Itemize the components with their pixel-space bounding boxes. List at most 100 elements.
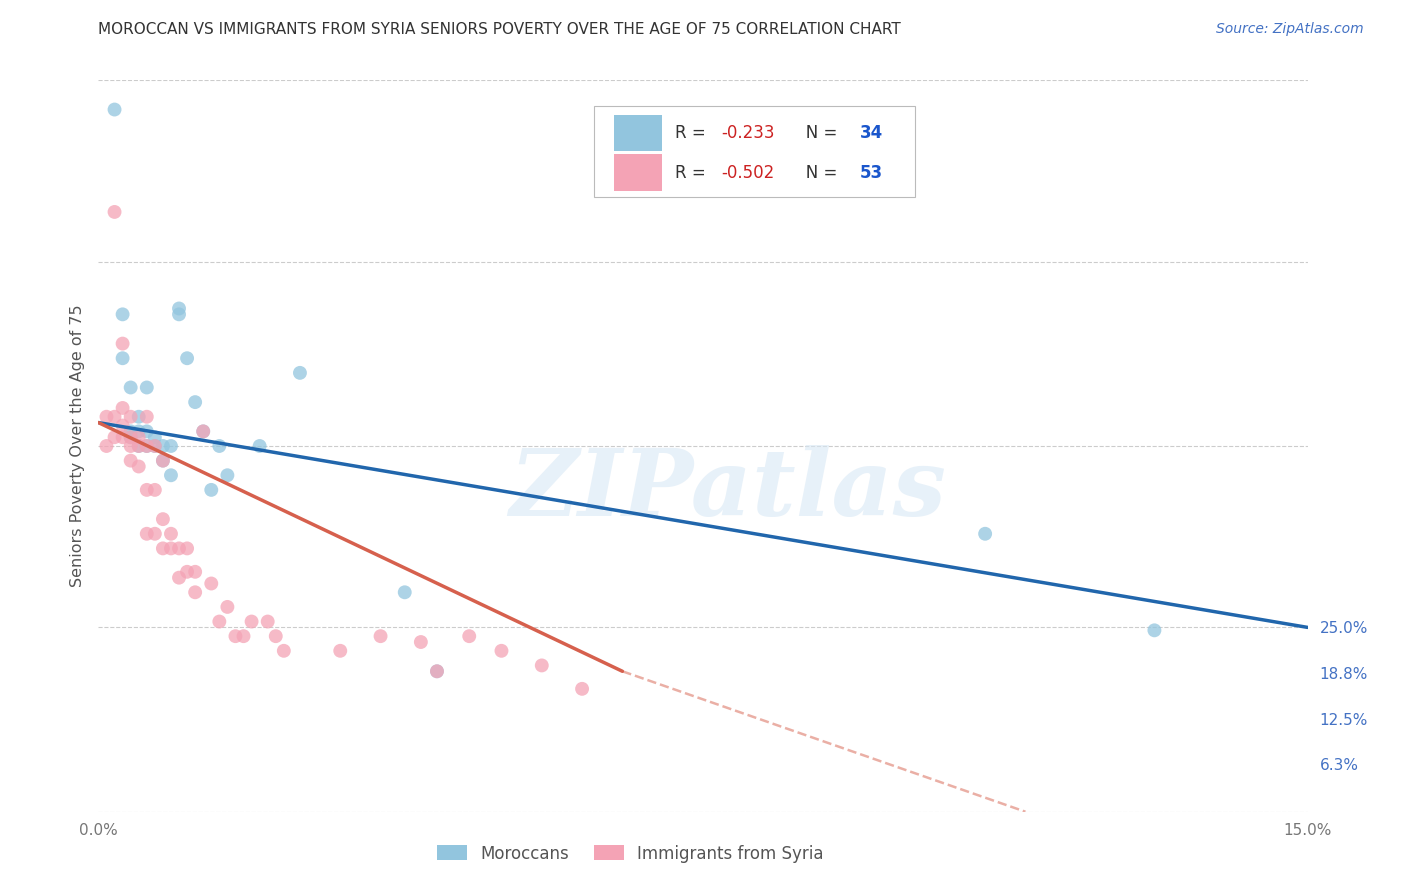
Point: [167, 301, 190, 316]
Point: [135, 439, 157, 453]
Point: [217, 599, 239, 614]
Point: [193, 425, 215, 439]
Point: [1143, 624, 1166, 638]
Point: [111, 430, 134, 444]
Point: [135, 526, 157, 541]
Point: [217, 468, 239, 483]
Point: [135, 380, 157, 394]
Point: [160, 541, 183, 556]
Point: [176, 541, 198, 556]
Text: 12.5%: 12.5%: [1320, 713, 1368, 728]
Text: 18.8%: 18.8%: [1320, 666, 1368, 681]
Point: [96, 409, 118, 424]
Text: 53: 53: [860, 163, 883, 182]
Text: MOROCCAN VS IMMIGRANTS FROM SYRIA SENIORS POVERTY OVER THE AGE OF 75 CORRELATION: MOROCCAN VS IMMIGRANTS FROM SYRIA SENIOR…: [98, 22, 901, 37]
Text: Source: ZipAtlas.com: Source: ZipAtlas.com: [1216, 22, 1364, 37]
Point: [273, 644, 295, 658]
Point: [184, 395, 207, 409]
Point: [232, 629, 254, 643]
Point: [103, 430, 125, 444]
Point: [152, 512, 174, 526]
Point: [143, 526, 166, 541]
Point: [103, 103, 125, 117]
Point: [530, 658, 553, 673]
Point: [120, 430, 142, 444]
Point: [974, 526, 997, 541]
Point: [120, 409, 142, 424]
Text: 25.0%: 25.0%: [1320, 622, 1368, 636]
Point: [160, 439, 183, 453]
FancyBboxPatch shape: [613, 115, 662, 152]
Point: [111, 401, 134, 415]
Text: N =: N =: [790, 163, 842, 182]
FancyBboxPatch shape: [595, 106, 915, 197]
Text: R =: R =: [675, 124, 711, 142]
Point: [152, 439, 174, 453]
Point: [120, 425, 142, 439]
Point: [128, 409, 150, 424]
Point: [152, 453, 174, 467]
Text: -0.502: -0.502: [721, 163, 775, 182]
Point: [96, 439, 118, 453]
Point: [240, 615, 263, 629]
Point: [571, 681, 593, 696]
Point: [135, 409, 157, 424]
Point: [208, 439, 231, 453]
Point: [176, 351, 198, 366]
Point: [135, 425, 157, 439]
Y-axis label: Seniors Poverty Over the Age of 75: Seniors Poverty Over the Age of 75: [69, 305, 84, 587]
Point: [426, 665, 449, 679]
Point: [128, 439, 150, 453]
Point: [167, 307, 190, 321]
Point: [120, 453, 142, 467]
Point: [200, 483, 222, 497]
Point: [111, 307, 134, 321]
Text: 6.3%: 6.3%: [1320, 758, 1358, 773]
Text: N =: N =: [790, 124, 842, 142]
Point: [152, 541, 174, 556]
Point: [184, 585, 207, 599]
Point: [128, 430, 150, 444]
Point: [288, 366, 311, 380]
Point: [135, 439, 157, 453]
Point: [120, 439, 142, 453]
Point: [143, 439, 166, 453]
Point: [224, 629, 246, 643]
Point: [394, 585, 416, 599]
Point: [111, 418, 134, 433]
Legend: Moroccans, Immigrants from Syria: Moroccans, Immigrants from Syria: [430, 838, 831, 869]
Text: ZIPatlas: ZIPatlas: [509, 445, 946, 535]
Point: [193, 425, 215, 439]
Point: [491, 644, 513, 658]
Point: [152, 453, 174, 467]
Point: [120, 380, 142, 394]
Point: [176, 565, 198, 579]
Point: [458, 629, 481, 643]
Point: [256, 615, 278, 629]
Point: [143, 439, 166, 453]
Point: [143, 430, 166, 444]
Point: [160, 526, 183, 541]
Point: [135, 483, 157, 497]
Point: [329, 644, 352, 658]
Point: [167, 541, 190, 556]
Point: [143, 483, 166, 497]
Point: [167, 571, 190, 585]
Point: [103, 409, 125, 424]
Point: [103, 205, 125, 219]
Point: [160, 468, 183, 483]
Text: 34: 34: [860, 124, 883, 142]
FancyBboxPatch shape: [613, 154, 662, 191]
Point: [184, 565, 207, 579]
Point: [426, 665, 449, 679]
Point: [128, 425, 150, 439]
Point: [249, 439, 271, 453]
Point: [200, 576, 222, 591]
Point: [111, 336, 134, 351]
Point: [208, 615, 231, 629]
Text: -0.233: -0.233: [721, 124, 775, 142]
Point: [128, 439, 150, 453]
Point: [264, 629, 287, 643]
Point: [128, 459, 150, 474]
Point: [409, 635, 432, 649]
